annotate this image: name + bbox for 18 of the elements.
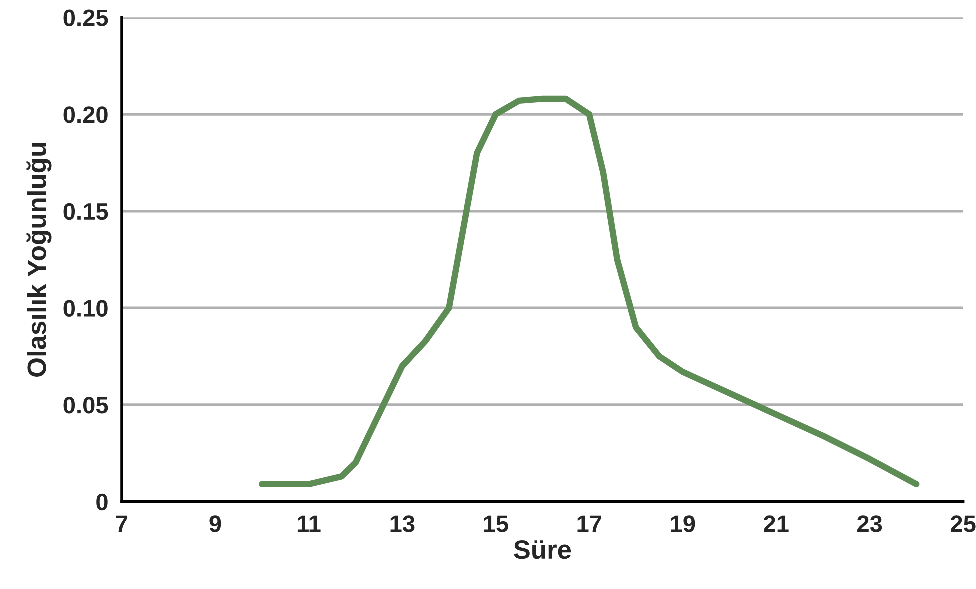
y-tick-label: 0.05 [64,397,108,414]
x-tick-label: 9 [210,516,222,532]
x-tick-label: 13 [390,516,415,532]
y-tick-label: 0.20 [64,106,108,124]
x-tick-label: 11 [298,516,321,532]
x-tick-label: 23 [858,516,882,532]
y-tick-label: 0.10 [64,300,108,317]
x-tick-label: 21 [764,516,789,532]
y-tick-label: 0.25 [64,10,108,26]
y-axis-title: Olasılık Yoğunluğu [26,143,52,377]
x-tick-label: 7 [116,516,128,532]
x-axis-title: Süre [514,540,572,560]
x-tick-label: 25 [951,516,976,532]
y-tick-label: 0.15 [64,203,108,220]
y-tick-label: 0 [96,494,108,511]
x-tick-label: 19 [671,516,696,532]
x-tick-label: 15 [484,516,508,532]
x-tick-label: 17 [578,516,602,532]
